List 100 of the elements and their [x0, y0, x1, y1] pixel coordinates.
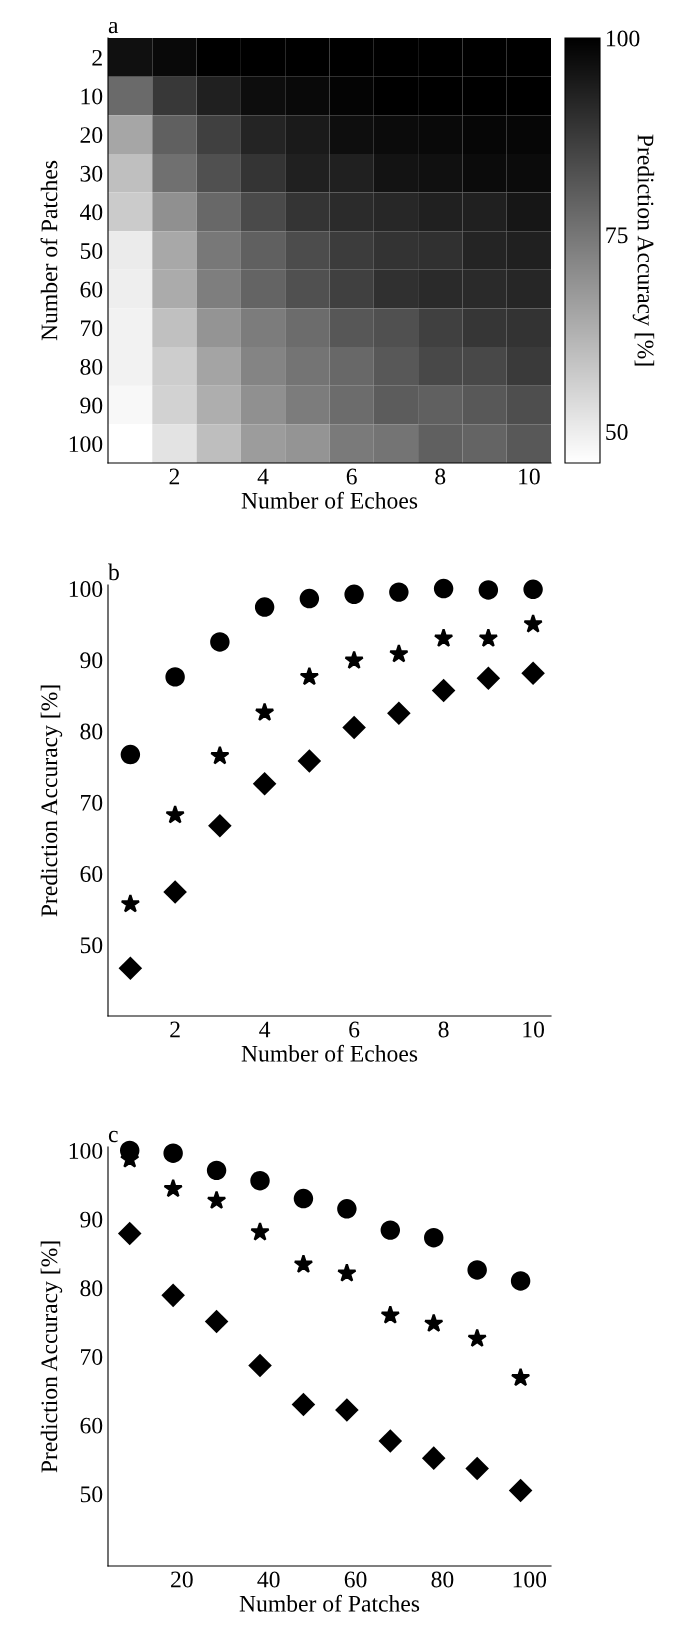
- point: [344, 650, 364, 669]
- y-tick-label: 2: [92, 49, 102, 66]
- point: [433, 578, 454, 599]
- point: [299, 588, 320, 609]
- point: [248, 1353, 272, 1378]
- point: [120, 894, 141, 913]
- y-tick-label: 60: [80, 1417, 103, 1434]
- point: [424, 1227, 444, 1248]
- x-tick-label: 10: [519, 468, 540, 485]
- y-tick-label: 90: [80, 1211, 103, 1228]
- chart-title: b: [108, 563, 119, 581]
- point: [344, 584, 364, 604]
- y-tick-label: 50: [80, 242, 103, 259]
- point: [204, 1309, 229, 1334]
- color-bar-label: 75: [606, 227, 628, 244]
- point: [337, 1263, 357, 1282]
- point: [335, 1398, 359, 1422]
- x-tick-label: 8: [435, 468, 446, 485]
- color-bar-title: Prediction Accuracy [%]: [632, 134, 655, 366]
- point: [163, 1178, 183, 1198]
- point: [424, 1313, 444, 1332]
- point: [254, 597, 275, 617]
- point: [165, 804, 185, 824]
- color-bar-label: 50: [606, 424, 628, 440]
- y-tick-label: 70: [81, 794, 103, 811]
- point: [250, 1222, 270, 1241]
- point: [421, 1446, 446, 1470]
- point: [206, 1160, 227, 1181]
- x-tick-label: 4: [257, 468, 269, 485]
- y-tick-label: 70: [81, 1348, 103, 1365]
- point: [510, 1271, 531, 1291]
- point: [163, 1143, 183, 1163]
- point: [163, 880, 187, 904]
- x-tick-label: 6: [346, 468, 357, 485]
- x-tick-label: 40: [257, 1571, 280, 1588]
- y-tick-label: 80: [80, 1280, 103, 1297]
- point: [291, 1392, 316, 1417]
- x-tick-label: 100: [513, 1571, 547, 1588]
- y-tick-label: 50: [80, 937, 103, 954]
- x-axis-title: Number of Patches: [239, 1594, 420, 1612]
- x-axis-title: Number of Echoes: [241, 491, 418, 509]
- y-tick-label: 30: [80, 165, 103, 182]
- point: [252, 771, 277, 796]
- y-tick-label: 80: [80, 723, 103, 740]
- x-tick-label: 2: [169, 468, 180, 485]
- point: [342, 715, 366, 740]
- color-bar-label: 100: [606, 30, 640, 47]
- point: [254, 702, 275, 721]
- x-tick-label: 20: [171, 1571, 193, 1588]
- point: [118, 956, 143, 981]
- point: [476, 666, 501, 691]
- point: [508, 1478, 533, 1503]
- point: [389, 582, 409, 602]
- y-tick-label: 100: [69, 436, 103, 453]
- x-axis-title: Number of Echoes: [241, 1044, 418, 1062]
- x-tick-label: 6: [349, 1021, 360, 1038]
- y-tick-label: 70: [81, 320, 103, 337]
- point: [120, 744, 141, 765]
- y-axis-title: Number of Patches: [40, 160, 58, 341]
- y-tick-label: 100: [69, 1142, 103, 1159]
- point: [523, 614, 543, 633]
- point: [299, 666, 320, 686]
- y-tick-label: 60: [80, 281, 103, 298]
- x-tick-label: 80: [431, 1571, 454, 1588]
- y-tick-label: 90: [80, 397, 103, 414]
- point: [337, 1199, 357, 1219]
- x-tick-label: 4: [259, 1021, 271, 1038]
- point: [523, 579, 543, 599]
- point: [210, 745, 230, 765]
- point: [467, 1328, 487, 1348]
- point: [117, 1221, 142, 1246]
- point: [378, 1429, 403, 1453]
- point: [293, 1188, 314, 1209]
- y-tick-label: 40: [79, 204, 103, 221]
- point: [387, 701, 411, 726]
- point: [433, 628, 454, 647]
- point: [380, 1220, 401, 1240]
- point: [208, 814, 232, 838]
- point: [431, 678, 456, 703]
- x-tick-label: 2: [170, 1021, 180, 1038]
- y-tick-label: 10: [81, 88, 103, 105]
- point: [521, 661, 545, 686]
- y-tick-label: 100: [69, 581, 103, 597]
- point: [380, 1305, 400, 1324]
- x-tick-label: 8: [438, 1021, 449, 1038]
- y-tick-label: 60: [80, 866, 103, 882]
- x-tick-label: 60: [344, 1571, 367, 1588]
- point: [297, 749, 322, 773]
- point: [250, 1170, 270, 1191]
- y-tick-label: 20: [80, 127, 103, 144]
- point: [465, 1456, 489, 1481]
- y-tick-label: 80: [80, 358, 103, 375]
- point: [165, 667, 185, 687]
- point: [206, 1190, 227, 1209]
- point: [478, 628, 499, 647]
- point: [389, 643, 409, 663]
- chart-title: c: [108, 1130, 118, 1143]
- y-axis-title: Prediction Accuracy [%]: [40, 1241, 63, 1473]
- chart-title: a: [108, 21, 119, 34]
- point: [467, 1260, 487, 1280]
